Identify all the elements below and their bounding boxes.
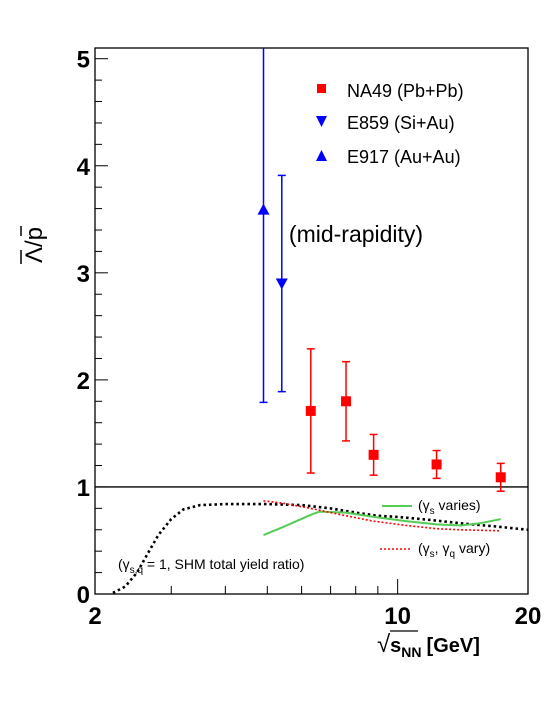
legend-label-e859: E859 (Si+Au) [347, 113, 455, 133]
data-point-triangle-up [257, 203, 270, 215]
x-tick-label: 2 [88, 603, 101, 630]
curve-label-green-sub: s [430, 506, 435, 517]
curve-label-green-rest: varies) [435, 497, 481, 513]
x-tick-label: 10 [384, 603, 411, 630]
curve-label-red: (γs, γq vary) [380, 540, 490, 560]
legend-label-na49: NA49 (Pb+Pb) [347, 81, 464, 101]
x-axis-label-s: s [390, 635, 401, 657]
y-tick-label: 0 [77, 582, 90, 609]
curve-label-red-open: (γ [418, 540, 430, 556]
svg-text:(γs varies): (γs varies) [418, 497, 481, 517]
plot-frame [94, 47, 529, 595]
curve-label-red-mid: , γ [435, 540, 450, 556]
data-point-square [368, 449, 379, 460]
x-tick-label: 20 [515, 603, 542, 630]
x-axis-label: √sNN [GeV] [377, 631, 480, 660]
curve-label-black-open: (γ [118, 556, 130, 572]
curve-label-red-rest: vary) [459, 540, 490, 556]
curve-label-green: (γs varies) [382, 497, 481, 517]
y-tick-label: 2 [77, 368, 90, 395]
data-point-square [341, 396, 352, 407]
curve-label-red-sub: s [430, 549, 435, 560]
y-tick-label: 1 [77, 475, 90, 502]
model-curve-1 [263, 510, 501, 537]
curve-label-black-rest: = 1, SHM total yield ratio) [143, 556, 304, 572]
data-point-triangle-down [275, 278, 288, 290]
legend-marker-e917 [316, 150, 327, 161]
x-axis-label-unit: [GeV] [427, 635, 480, 657]
legend-marker-e859 [316, 116, 327, 127]
y-tick-label: 5 [77, 47, 90, 74]
legend-label-e917: E917 (Au+Au) [347, 147, 461, 167]
model-curve-2 [263, 500, 501, 532]
curve-label-green-open: (γ [418, 497, 430, 513]
y-tick-label: 3 [77, 261, 90, 288]
annotation-mid-rapidity: (mid-rapidity) [289, 221, 423, 247]
data-point-square [431, 459, 442, 470]
curve-label-black: (γs,q = 1, SHM total yield ratio) [118, 556, 304, 576]
legend-marker-na49 [317, 84, 326, 93]
data-point-square [495, 472, 506, 483]
svg-text:(γs,q = 1, SHM total yield rat: (γs,q = 1, SHM total yield ratio) [118, 556, 304, 576]
y-axis-label: Λ/p [21, 227, 48, 263]
curve-label-red-sub2: q [449, 549, 455, 560]
y-tick-label: 4 [77, 154, 91, 181]
data-point-square [305, 405, 316, 416]
curve-label-black-sub: s,q [130, 565, 143, 576]
legend: NA49 (Pb+Pb) E859 (Si+Au) E917 (Au+Au) [316, 81, 464, 167]
x-axis-label-sub: NN [401, 644, 421, 660]
x-axis-label-sqrt: √ [377, 631, 391, 658]
